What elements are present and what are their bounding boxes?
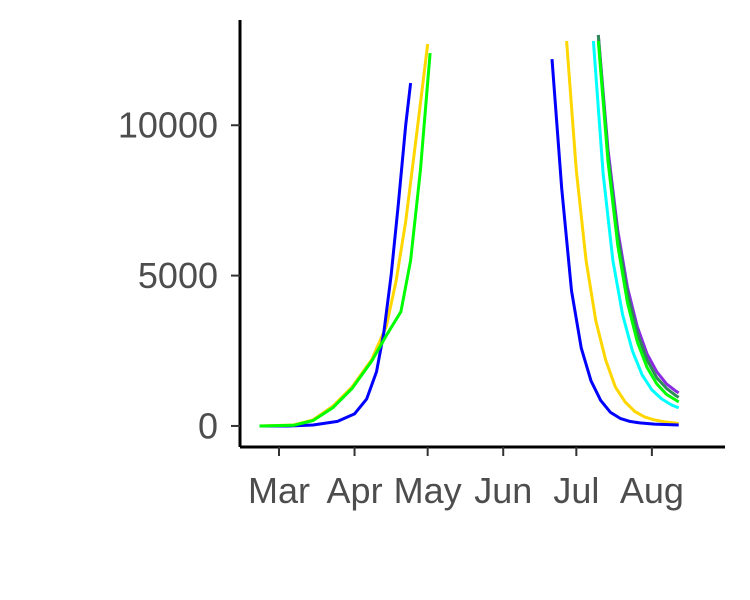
- x-tick-label: Apr: [327, 470, 383, 511]
- x-tick-label: Jul: [553, 470, 599, 511]
- x-tick-label: Aug: [620, 470, 684, 511]
- x-tick-label: Jun: [474, 470, 532, 511]
- x-tick-label: May: [394, 470, 462, 511]
- series-layer: [259, 34, 680, 428]
- y-tick-label: 10000: [118, 105, 218, 146]
- x-tick-label: Mar: [248, 470, 310, 511]
- series-line-5: [259, 58, 679, 428]
- x-axis-ticks: Mar Apr May Jun Jul Aug: [248, 447, 684, 511]
- y-tick-label: 0: [198, 405, 218, 446]
- y-axis-ticks: 0 5000 10000: [118, 105, 240, 446]
- series-line-3: [591, 40, 680, 410]
- series-line-6: [259, 40, 680, 428]
- y-tick-label: 5000: [138, 255, 218, 296]
